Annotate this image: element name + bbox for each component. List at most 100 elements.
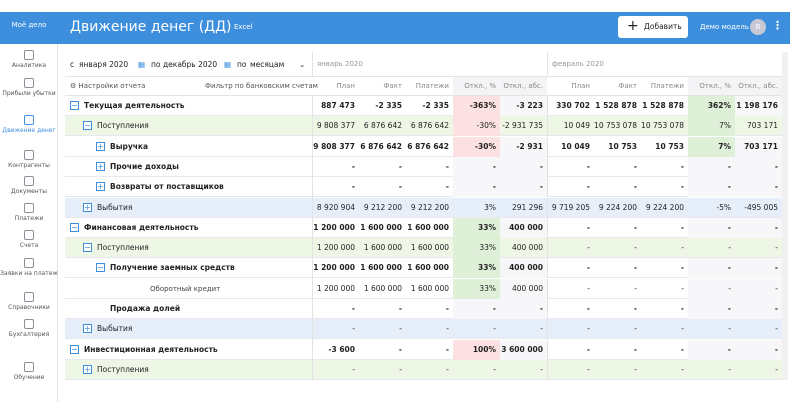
value-cell: - xyxy=(634,364,637,374)
value-cell: - xyxy=(680,182,684,192)
nav-icon xyxy=(24,258,34,268)
nav-item[interactable]: Обучение xyxy=(0,362,58,381)
value-cell: 10 753 078 xyxy=(608,141,637,171)
nav-item[interactable]: Платежи xyxy=(0,203,58,222)
period-header: февраль 2020 xyxy=(547,52,782,77)
value-cell: 33% xyxy=(453,217,500,238)
expand-toggle[interactable]: + xyxy=(96,182,105,192)
value-cell: - xyxy=(633,304,637,313)
value-cell: - xyxy=(735,217,782,238)
user-name[interactable]: Демо модель xyxy=(700,23,749,31)
row-label: Финансовая деятельность xyxy=(84,222,199,232)
expand-toggle[interactable]: − xyxy=(70,344,79,354)
value-cell: - xyxy=(446,364,449,374)
value-cell: - xyxy=(634,243,637,253)
nav-label: Аналитика xyxy=(11,62,47,69)
value-cell: - xyxy=(775,324,778,334)
value-cell: - xyxy=(453,156,500,177)
expand-toggle[interactable]: − xyxy=(83,121,92,131)
nav-item[interactable]: Справочники xyxy=(0,292,58,311)
menu-button[interactable]: ⋮ xyxy=(772,19,783,32)
value-cell: 362% xyxy=(688,96,735,116)
expand-toggle[interactable]: + xyxy=(96,141,105,151)
expand-toggle[interactable]: + xyxy=(83,364,92,374)
expand-toggle[interactable]: − xyxy=(96,263,105,273)
add-button[interactable]: + Добавить xyxy=(618,16,688,38)
expand-toggle[interactable]: − xyxy=(83,243,92,253)
download-icon[interactable]: ⭳ xyxy=(222,24,226,34)
value-cell: -2 335 558 xyxy=(375,101,402,130)
export-link[interactable]: Excel xyxy=(234,23,253,31)
value-cell: 8 920 904 xyxy=(316,202,355,212)
nav-icon xyxy=(24,203,34,213)
nav-item[interactable]: Заявки на платеж xyxy=(0,258,58,277)
value-cell: - xyxy=(681,243,684,253)
value-cell: - xyxy=(735,339,782,360)
value-cell: -30% xyxy=(453,116,500,137)
scrollbar[interactable] xyxy=(782,52,788,380)
nav-label: Документы xyxy=(11,188,47,195)
bank-filter[interactable]: Фильтр по банковским счетам xyxy=(205,82,318,90)
expand-toggle[interactable]: − xyxy=(70,222,79,232)
value-cell: 1 600 000 xyxy=(410,283,449,293)
expand-toggle[interactable]: + xyxy=(83,202,92,212)
nav-item[interactable]: Счета xyxy=(0,230,58,249)
value-cell: - xyxy=(398,304,402,313)
nav-item[interactable]: Аналитика xyxy=(0,50,58,69)
settings-link[interactable]: ⚙ Настройки отчета xyxy=(70,82,146,90)
filters: с января 2020 ▦ по декабрь 2020 ▦ по мес… xyxy=(65,52,312,77)
value-cell: 6 876 642 xyxy=(360,141,402,151)
period-select[interactable]: месяцам xyxy=(250,60,285,69)
nav-icon xyxy=(24,176,34,186)
nav-item[interactable]: Прибыли убытки xyxy=(0,78,58,97)
row-label: Поступления xyxy=(97,243,149,253)
value-cell: 33% xyxy=(453,238,500,259)
calendar-icon[interactable]: ▦ xyxy=(138,60,146,69)
period-header: январь 2020 xyxy=(312,52,547,77)
value-cell: 9 212 200 xyxy=(363,202,402,212)
value-cell: -2 335 558 xyxy=(422,101,449,130)
column-header: Откл., % xyxy=(453,77,500,96)
value-cell: -3 223 031 xyxy=(500,96,547,130)
value-cell: - xyxy=(453,177,500,198)
value-cell: - xyxy=(351,304,355,313)
expand-toggle[interactable]: + xyxy=(83,324,92,334)
value-cell: 9 212 200 xyxy=(410,202,449,212)
expand-toggle[interactable]: + xyxy=(96,161,105,171)
add-label: Добавить xyxy=(644,22,682,31)
period-label: по xyxy=(237,60,247,69)
value-cell: 330 702 xyxy=(547,96,594,116)
table-row: − Поступления 1 200 000 1 600 000 1 600 000 3… xyxy=(65,238,782,259)
value-cell: 400 000 xyxy=(500,278,547,299)
nav-item[interactable]: Бухгалтерия xyxy=(0,319,58,338)
calendar-icon[interactable]: ▦ xyxy=(224,60,232,69)
table-row: + Прочие доходы - - - - - - - - - - xyxy=(65,156,782,177)
value-cell: - xyxy=(547,299,594,319)
value-cell: - xyxy=(688,156,735,177)
column-header: План xyxy=(312,77,359,96)
value-cell: - xyxy=(680,263,684,273)
value-cell: - xyxy=(500,177,547,198)
column-header: Откл., абс. xyxy=(735,77,782,96)
logo[interactable]: Моё дело xyxy=(0,12,58,44)
value-cell: - xyxy=(547,258,594,279)
nav-item[interactable]: Движение денег xyxy=(0,115,58,134)
table-row: Оборотный кредит 1 200 000 1 600 000 1 600 … xyxy=(65,278,782,299)
value-cell: 10 753 078 xyxy=(655,141,684,171)
dropdown-arrow[interactable]: ⌄ xyxy=(299,60,306,69)
to-date[interactable]: декабрь 2020 xyxy=(163,60,218,69)
value-cell: - xyxy=(728,243,731,253)
value-cell: - xyxy=(735,156,782,177)
column-header: Платежи xyxy=(641,77,688,96)
row-label: Выбытия xyxy=(97,324,133,334)
value-cell: - xyxy=(547,359,594,380)
nav-item[interactable]: Контрагенты xyxy=(0,150,58,169)
expand-toggle[interactable]: − xyxy=(70,101,79,110)
from-date[interactable]: января 2020 xyxy=(79,60,129,69)
value-cell: 400 000 xyxy=(511,243,543,253)
value-cell: -2 931 735 xyxy=(500,136,547,171)
nav-item[interactable]: Документы xyxy=(0,176,58,195)
avatar[interactable]: В xyxy=(750,19,766,35)
